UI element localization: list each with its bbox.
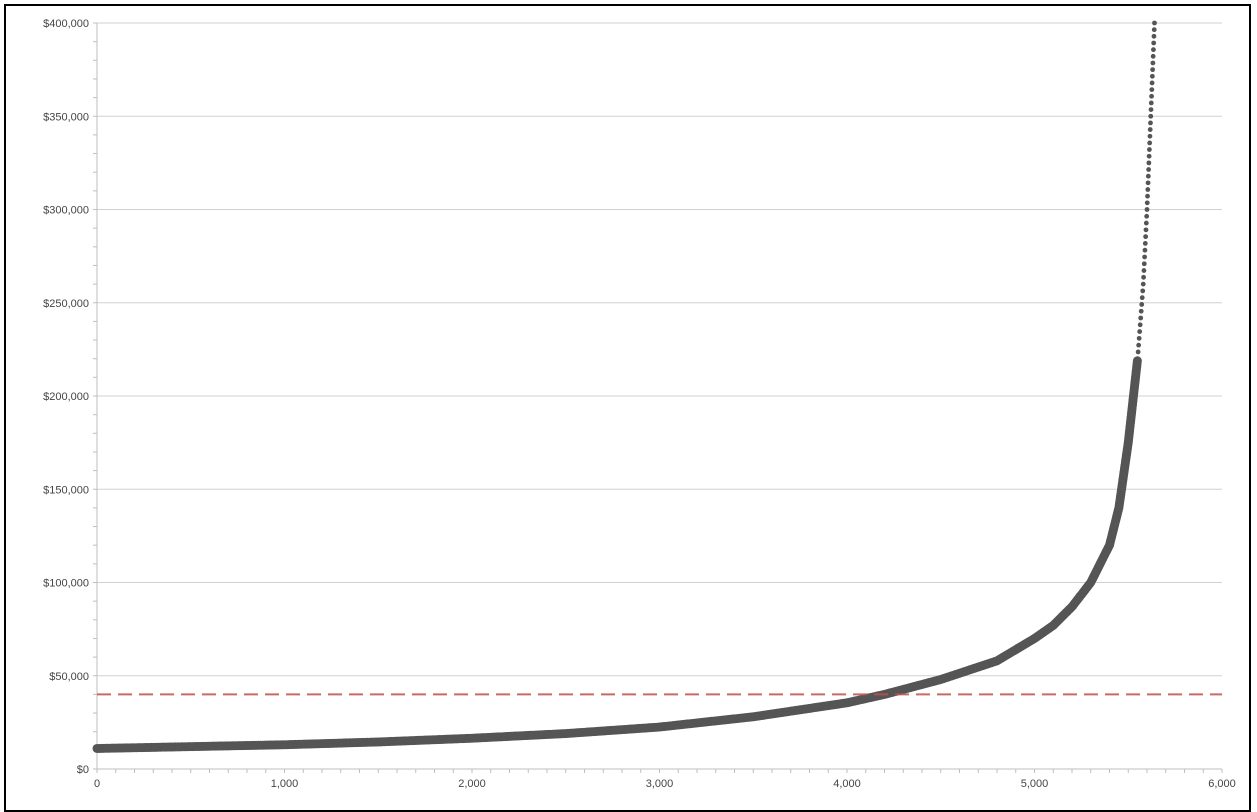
data-point [1150, 67, 1156, 73]
data-point [1138, 315, 1144, 321]
x-tick-label: 3,000 [646, 778, 674, 790]
y-tick-label: $150,000 [43, 484, 89, 496]
data-point [1142, 247, 1148, 253]
data-point [1144, 213, 1150, 219]
data-point [1139, 302, 1145, 307]
data-point [1142, 241, 1148, 246]
y-tick-label: $400,000 [43, 18, 89, 30]
data-point [1135, 349, 1141, 355]
data-point [1146, 167, 1152, 172]
data-point [1146, 160, 1152, 166]
data-points [92, 20, 1157, 753]
x-tick-label: 0 [94, 778, 100, 790]
data-point [1148, 120, 1153, 126]
axes [93, 22, 1223, 773]
y-tick-label: $100,000 [43, 578, 89, 590]
data-point [1151, 40, 1157, 46]
data-point [1138, 308, 1144, 314]
gridlines [97, 22, 1222, 677]
data-point [1143, 234, 1149, 240]
y-tick-label: $300,000 [43, 205, 89, 217]
data-point [1136, 335, 1142, 341]
data-point [1137, 322, 1143, 328]
data-point [1152, 20, 1157, 26]
data-point [1139, 295, 1145, 301]
y-tick-label: $50,000 [49, 671, 89, 683]
data-point [1147, 133, 1153, 139]
data-point [1135, 356, 1141, 362]
data-point [1144, 200, 1150, 206]
data-point [1140, 281, 1146, 287]
data-point [1143, 220, 1149, 226]
data-point [1149, 87, 1155, 93]
data-point [1151, 47, 1156, 53]
x-tick-label: 2,000 [458, 778, 486, 790]
data-point [1150, 60, 1156, 66]
data-point [1150, 53, 1156, 59]
y-tick-label: $350,000 [43, 111, 89, 123]
x-tick-label: 1,000 [271, 778, 299, 790]
y-tick-label: $250,000 [43, 298, 89, 310]
data-point [1145, 193, 1150, 199]
data-point [1148, 107, 1154, 112]
data-point [1141, 268, 1147, 273]
data-point [1145, 180, 1151, 186]
data-point [1151, 33, 1157, 39]
data-point [1140, 288, 1146, 294]
x-tick-label: 6,000 [1208, 778, 1236, 790]
data-point [1148, 113, 1154, 119]
y-tick-label: $0 [77, 764, 89, 776]
x-tick-label: 5,000 [1021, 778, 1049, 790]
data-point [1149, 93, 1154, 99]
x-tick-label: 4,000 [833, 778, 861, 790]
data-point [1143, 227, 1149, 233]
data-point [1149, 73, 1155, 79]
chart-frame [4, 4, 1251, 812]
y-tick-label: $200,000 [43, 391, 89, 403]
data-point [1141, 261, 1147, 267]
data-point [1148, 100, 1154, 106]
data-point [1141, 274, 1146, 280]
data-point [1146, 153, 1152, 159]
data-point [1145, 173, 1151, 179]
data-point [1145, 187, 1151, 192]
data-point [1144, 207, 1150, 212]
y-tick-labels: $0 $50,000 $100,000 $150,000 $200,000 $250,00… [43, 18, 89, 776]
data-point [1149, 80, 1155, 86]
data-point [1136, 342, 1142, 348]
data-point [1147, 127, 1153, 132]
data-point [1137, 329, 1143, 334]
data-point [1142, 254, 1148, 260]
data-point [1147, 140, 1153, 146]
data-point [1151, 27, 1157, 33]
data-point [1147, 147, 1152, 152]
x-tick-labels: 0 1,000 2,000 3,000 4,000 5,000 6,000 [94, 778, 1236, 790]
